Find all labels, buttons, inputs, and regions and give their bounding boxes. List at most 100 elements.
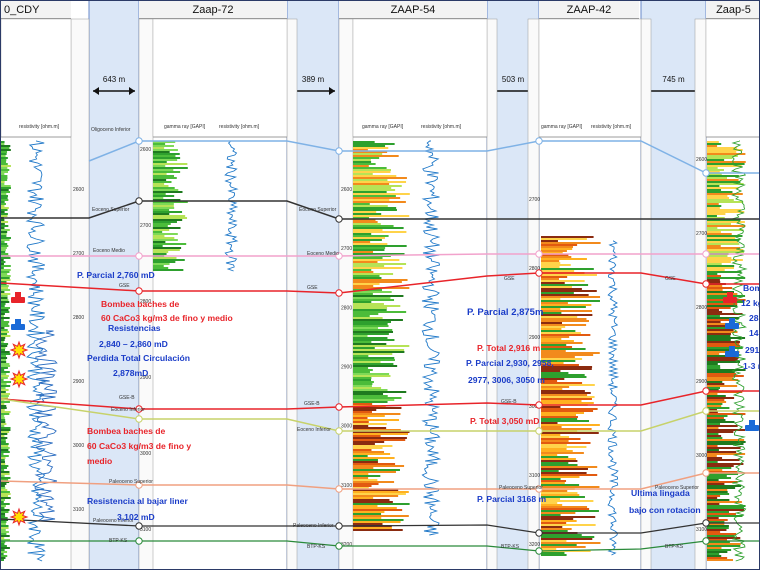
gr-fill-zaap42 bbox=[541, 542, 601, 544]
top-label-gseb-2: GSE-B bbox=[304, 401, 320, 407]
gr-fill-zaap5-b bbox=[707, 393, 718, 395]
gr-fill-w0 bbox=[1, 545, 7, 547]
gr-fill-zaap5-b bbox=[707, 495, 721, 497]
gr-fill-zaap54-a bbox=[353, 193, 410, 195]
gr-fill-zaap54-b bbox=[353, 323, 388, 325]
w2-tick-6: 3200 bbox=[341, 542, 352, 548]
gr-fill-zaap5-b bbox=[707, 503, 720, 505]
corr-gseb bbox=[1, 390, 759, 410]
gr-fill-zaap5-b bbox=[707, 465, 734, 467]
gr-fill-zaap5-b bbox=[707, 403, 723, 405]
res-curve-w0-b bbox=[34, 330, 58, 522]
gr-fill-zaap42 bbox=[541, 434, 561, 436]
gr-fill-zaap5-b bbox=[707, 285, 723, 287]
top-label-btp-4: BTP-KS bbox=[665, 544, 684, 550]
gr-fill-zaap5-b bbox=[707, 479, 719, 481]
gr-fill-zaap42 bbox=[541, 528, 572, 530]
gr-fill-w0 bbox=[1, 167, 8, 169]
gr-fill-w0 bbox=[1, 525, 9, 527]
gr-fill-zaap54-a bbox=[353, 229, 383, 231]
annotation-right-6: 1-3 m bbox=[743, 361, 759, 371]
gr-fill-zaap54-c bbox=[353, 473, 369, 475]
gr-fill-zaap42 bbox=[541, 386, 570, 388]
gr-fill-zaap5-a bbox=[707, 241, 739, 243]
gr-fill-zaap5-b bbox=[707, 429, 746, 431]
gr-fill-w0 bbox=[1, 223, 5, 225]
gr-fill-w0 bbox=[1, 553, 4, 555]
gr-fill-zaap42 bbox=[541, 520, 577, 522]
gr-fill-w0 bbox=[1, 441, 6, 443]
gr-fill-zaap5-a bbox=[707, 173, 722, 175]
gr-fill-w0 bbox=[1, 445, 9, 447]
gr-fill-zaap72 bbox=[153, 247, 182, 249]
gr-fill-zaap5-b bbox=[707, 335, 731, 337]
gr-fill-w0 bbox=[1, 455, 9, 457]
gr-fill-zaap72 bbox=[153, 241, 166, 243]
gr-fill-w0 bbox=[1, 235, 7, 237]
top-label-oligoceno: Oligoceno Inferior bbox=[91, 127, 131, 133]
annotation-resistencia-liner: Resistencia al bajar liner bbox=[87, 496, 188, 506]
gr-fill-zaap54-c bbox=[353, 471, 396, 473]
gr-fill-zaap5-b bbox=[707, 497, 718, 499]
gr-fill-zaap5-b bbox=[707, 505, 746, 507]
gr-fill-zaap42 bbox=[541, 464, 578, 466]
w1-tick-0: 2600 bbox=[140, 147, 151, 153]
gr-fill-zaap5-a bbox=[707, 205, 722, 207]
gr-fill-zaap54-b bbox=[353, 315, 370, 317]
gr-fill-zaap5-b bbox=[707, 289, 723, 291]
gr-fill-zaap5-b bbox=[707, 275, 721, 277]
gr-fill-zaap5-a bbox=[707, 237, 736, 239]
top-label-eoceno-inf-2: Eoceno Inferior bbox=[297, 427, 331, 433]
gr-fill-zaap42 bbox=[541, 308, 561, 310]
corr-paleoceno-inf-marker-3 bbox=[702, 519, 710, 527]
gr-fill-w0 bbox=[1, 277, 10, 279]
gr-fill-zaap5-b bbox=[707, 359, 738, 361]
gr-fill-zaap42 bbox=[541, 284, 589, 286]
corr-eoceno-medio-marker-2 bbox=[535, 250, 543, 258]
gr-fill-zaap42 bbox=[541, 344, 567, 346]
gr-fill-zaap5-b bbox=[707, 317, 740, 319]
gr-fill-w0 bbox=[1, 367, 8, 369]
gr-fill-zaap72 bbox=[153, 179, 167, 181]
gr-fill-w0 bbox=[1, 557, 6, 559]
gr-fill-zaap54-a bbox=[353, 149, 368, 151]
gr-fill-zaap72 bbox=[153, 165, 166, 167]
w0-tick-0: 2600 bbox=[73, 187, 84, 193]
gr-fill-zaap42 bbox=[541, 366, 593, 368]
gr-fill-w0 bbox=[1, 283, 7, 285]
gr-fill-w0 bbox=[1, 293, 11, 295]
gr-fill-w0 bbox=[1, 395, 9, 397]
gr-fill-zaap42 bbox=[541, 240, 558, 242]
gr-fill-zaap54-c bbox=[353, 513, 382, 515]
distance-arrow-head-r-2 bbox=[329, 87, 335, 95]
gr-fill-zaap54-b bbox=[353, 319, 403, 321]
gr-fill-w0 bbox=[1, 285, 9, 287]
gr-fill-zaap5-b bbox=[707, 291, 734, 293]
gr-fill-zaap5-a bbox=[707, 181, 741, 183]
gr-fill-zaap5-b bbox=[707, 315, 720, 317]
gr-fill-w0 bbox=[1, 409, 5, 411]
gr-fill-zaap42 bbox=[541, 312, 562, 314]
gr-fill-zaap54-b bbox=[353, 313, 379, 315]
gr-fill-w0 bbox=[1, 495, 9, 497]
gr-fill-w0 bbox=[1, 291, 5, 293]
gr-fill-zaap42 bbox=[541, 438, 581, 440]
gr-fill-w0 bbox=[1, 201, 5, 203]
gr-fill-zaap54-a bbox=[353, 249, 385, 251]
gr-fill-w0 bbox=[1, 239, 10, 241]
pump-red-icon bbox=[11, 297, 25, 303]
gr-fill-zaap72 bbox=[153, 221, 177, 223]
gr-fill-w0 bbox=[1, 393, 11, 395]
gr-fill-zaap5-b bbox=[707, 305, 738, 307]
gr-fill-zaap42 bbox=[541, 496, 585, 498]
annotation-p-parcial-multi-2: 2977, 3006, 3050 m bbox=[468, 375, 545, 385]
gr-fill-zaap5-b bbox=[707, 477, 732, 479]
gr-fill-zaap54-a bbox=[353, 273, 394, 275]
gr-fill-w0 bbox=[1, 527, 9, 529]
gr-fill-zaap72 bbox=[153, 157, 181, 159]
gr-fill-w0 bbox=[1, 245, 9, 247]
gr-fill-w0 bbox=[1, 481, 10, 483]
gr-fill-w0 bbox=[1, 479, 9, 481]
gr-fill-w0 bbox=[1, 301, 10, 303]
gr-fill-zaap42 bbox=[541, 274, 597, 276]
